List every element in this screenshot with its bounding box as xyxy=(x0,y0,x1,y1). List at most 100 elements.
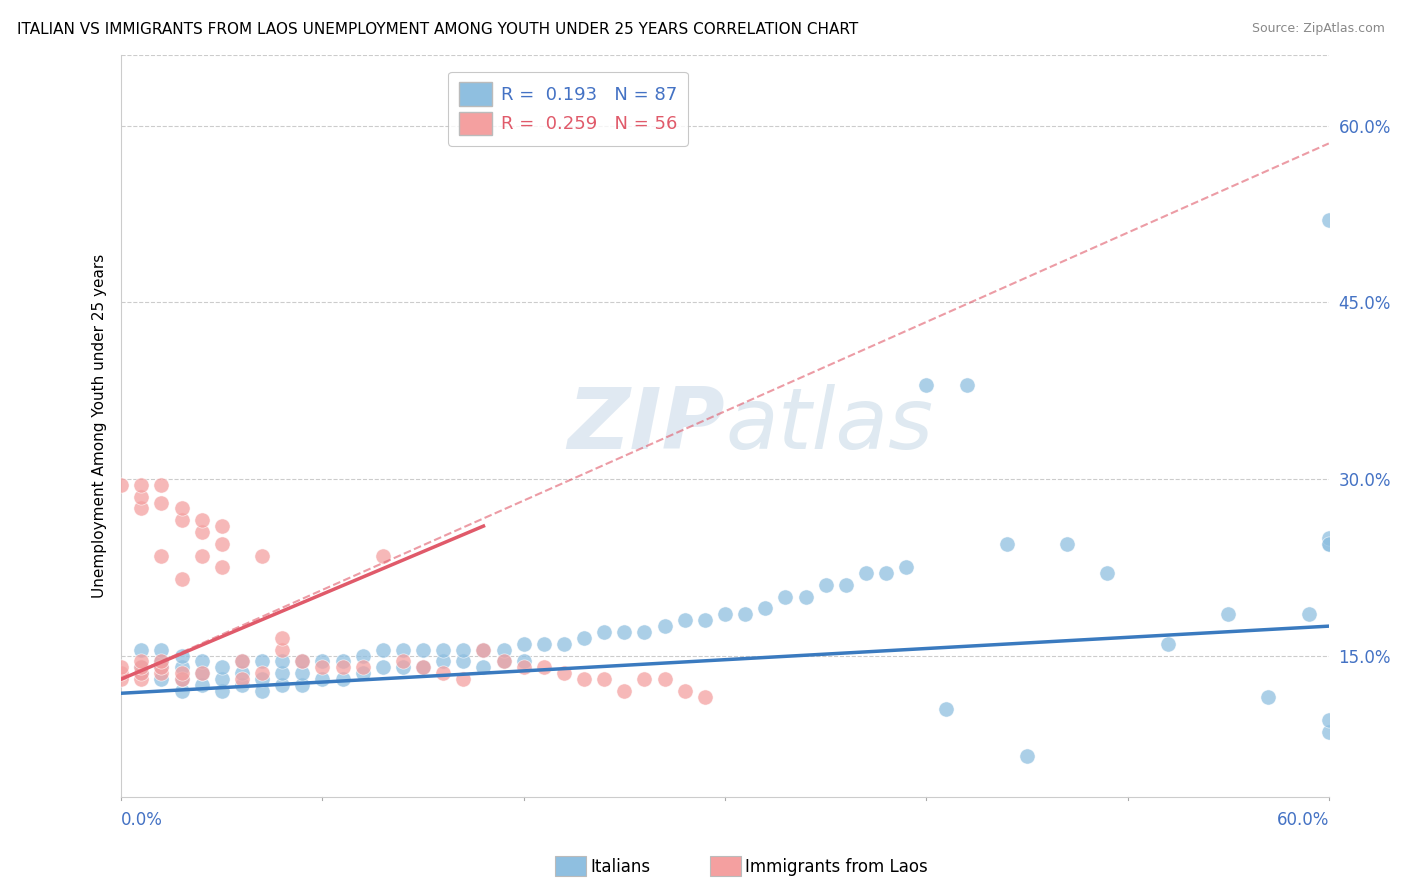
Point xyxy=(613,684,636,698)
Point xyxy=(1317,537,1340,551)
Point xyxy=(311,655,333,669)
Point xyxy=(271,642,294,657)
Point xyxy=(1015,748,1038,763)
Point xyxy=(513,637,536,651)
Point xyxy=(352,660,374,674)
Point xyxy=(131,666,153,681)
Point xyxy=(131,642,153,657)
Point xyxy=(131,478,153,492)
Text: Source: ZipAtlas.com: Source: ZipAtlas.com xyxy=(1251,22,1385,36)
Point xyxy=(170,513,193,527)
Text: Italians: Italians xyxy=(591,858,651,876)
Point xyxy=(250,549,273,563)
Point xyxy=(271,655,294,669)
Point xyxy=(673,684,696,698)
Point xyxy=(572,672,595,686)
Point xyxy=(1298,607,1320,622)
Point xyxy=(190,655,212,669)
Point xyxy=(492,655,515,669)
Point xyxy=(472,642,495,657)
Point xyxy=(1257,690,1279,704)
Point xyxy=(472,642,495,657)
Point xyxy=(250,684,273,698)
Point xyxy=(1317,537,1340,551)
Point xyxy=(170,660,193,674)
Point xyxy=(231,655,253,669)
Point xyxy=(1317,213,1340,227)
Point xyxy=(211,560,233,574)
Point xyxy=(150,642,173,657)
Point xyxy=(110,666,132,681)
Point xyxy=(150,672,173,686)
Point xyxy=(190,666,212,681)
Y-axis label: Unemployment Among Youth under 25 years: Unemployment Among Youth under 25 years xyxy=(93,254,107,599)
Point xyxy=(211,684,233,698)
Point xyxy=(492,642,515,657)
Point xyxy=(131,655,153,669)
Point xyxy=(453,642,475,657)
Point xyxy=(170,648,193,663)
Text: Immigrants from Laos: Immigrants from Laos xyxy=(745,858,928,876)
Point xyxy=(271,631,294,645)
Point xyxy=(814,578,837,592)
Point xyxy=(412,642,434,657)
Point xyxy=(332,672,354,686)
Point xyxy=(633,672,655,686)
Point xyxy=(231,672,253,686)
Point xyxy=(271,678,294,692)
Point xyxy=(291,666,314,681)
Point xyxy=(332,655,354,669)
Point xyxy=(211,660,233,674)
Point xyxy=(190,666,212,681)
Point xyxy=(693,690,716,704)
Point xyxy=(190,678,212,692)
Point xyxy=(955,377,977,392)
Point xyxy=(432,655,454,669)
Point xyxy=(392,642,415,657)
Point xyxy=(633,625,655,640)
Point xyxy=(1097,566,1119,581)
Point xyxy=(1157,637,1180,651)
Point xyxy=(131,660,153,674)
Point xyxy=(291,655,314,669)
Point xyxy=(1056,537,1078,551)
Point xyxy=(231,666,253,681)
Point xyxy=(1317,714,1340,728)
Point xyxy=(170,501,193,516)
Text: ZIP: ZIP xyxy=(568,384,725,467)
Point xyxy=(291,655,314,669)
Point xyxy=(794,590,817,604)
Point xyxy=(170,672,193,686)
Point xyxy=(150,478,173,492)
Point xyxy=(453,672,475,686)
Point xyxy=(250,655,273,669)
Point xyxy=(150,660,173,674)
Point xyxy=(775,590,797,604)
Point xyxy=(291,678,314,692)
Point xyxy=(835,578,858,592)
Point xyxy=(533,660,555,674)
Point xyxy=(110,478,132,492)
Point xyxy=(231,678,253,692)
Point xyxy=(131,672,153,686)
Point xyxy=(392,655,415,669)
Point xyxy=(1218,607,1240,622)
Point xyxy=(150,655,173,669)
Text: ITALIAN VS IMMIGRANTS FROM LAOS UNEMPLOYMENT AMONG YOUTH UNDER 25 YEARS CORRELAT: ITALIAN VS IMMIGRANTS FROM LAOS UNEMPLOY… xyxy=(17,22,858,37)
Point xyxy=(150,660,173,674)
Point xyxy=(593,672,616,686)
Point xyxy=(110,672,132,686)
Point xyxy=(553,666,575,681)
Point xyxy=(250,672,273,686)
Point xyxy=(170,666,193,681)
Point xyxy=(935,701,957,715)
Point xyxy=(714,607,737,622)
Point xyxy=(150,495,173,509)
Point xyxy=(894,560,917,574)
Point xyxy=(211,672,233,686)
Point xyxy=(352,648,374,663)
Point xyxy=(170,672,193,686)
Point xyxy=(673,613,696,627)
Text: 0.0%: 0.0% xyxy=(121,811,163,829)
Point xyxy=(211,519,233,533)
